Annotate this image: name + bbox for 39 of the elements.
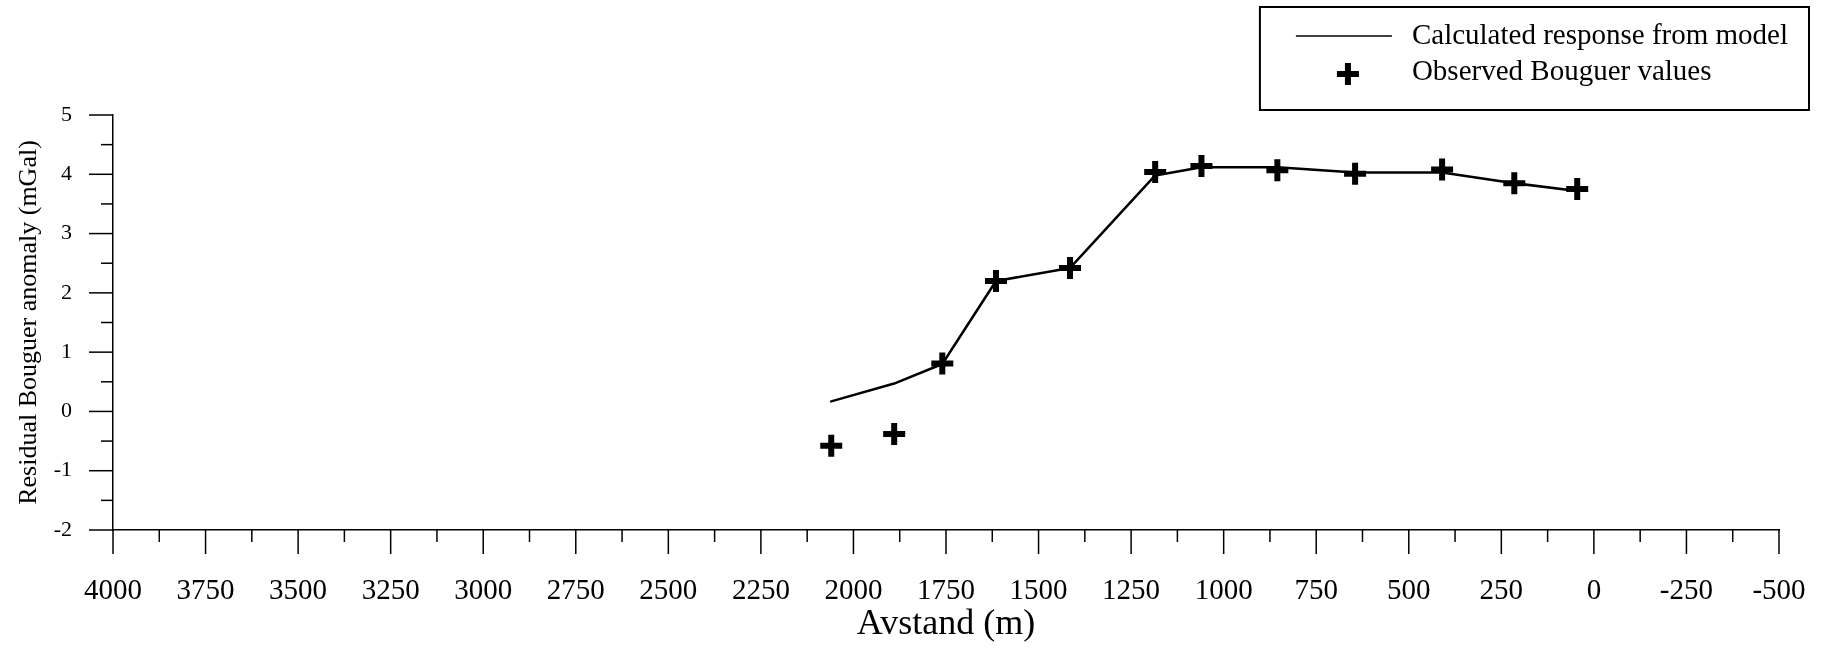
x-tick-label: -250 [1659, 573, 1714, 606]
x-tick-label: 2500 [639, 573, 698, 606]
point [1190, 154, 1213, 177]
point [1566, 178, 1589, 201]
x-tick-label: 3250 [361, 573, 420, 606]
y-axis-title: Residual Bouguer anomaly (mGal) [13, 140, 43, 505]
y-tick-label: 5 [61, 100, 72, 126]
point [1266, 159, 1289, 182]
y-tick-label: -1 [53, 456, 72, 482]
y-tick-label: 0 [61, 397, 72, 423]
x-tick-label: 3750 [176, 573, 235, 606]
point [931, 352, 954, 375]
legend-label: Observed Bouguer values [1411, 53, 1712, 86]
point [1503, 172, 1526, 195]
x-tick-label: 4000 [84, 573, 142, 606]
point [1431, 158, 1454, 181]
x-tick-label: -500 [1752, 573, 1806, 606]
point [1344, 162, 1367, 185]
x-tick-label: 1000 [1194, 573, 1253, 606]
point [883, 422, 906, 445]
x-tick-label: 500 [1387, 573, 1431, 606]
y-tick-label: -2 [53, 515, 72, 541]
x-tick-label: 1250 [1102, 573, 1161, 606]
y-tick-label: 3 [61, 219, 72, 245]
point [1144, 160, 1167, 183]
x-tick-label: 2250 [731, 573, 790, 606]
x-tick-label: 250 [1479, 573, 1524, 606]
x-tick-label: 3000 [454, 573, 513, 606]
y-tick-label: 1 [61, 337, 72, 363]
legend-label: Calculated response from model [1411, 17, 1789, 50]
point [820, 434, 843, 457]
x-tick-label: 2750 [546, 573, 605, 606]
point [1059, 256, 1082, 279]
y-tick-label: 2 [61, 278, 72, 304]
x-tick-label: 750 [1294, 573, 1338, 606]
x-tick-label: 0 [1586, 573, 1602, 606]
y-tick-label: 4 [61, 160, 72, 186]
x-tick-label: 3500 [269, 573, 328, 606]
point [984, 270, 1007, 292]
